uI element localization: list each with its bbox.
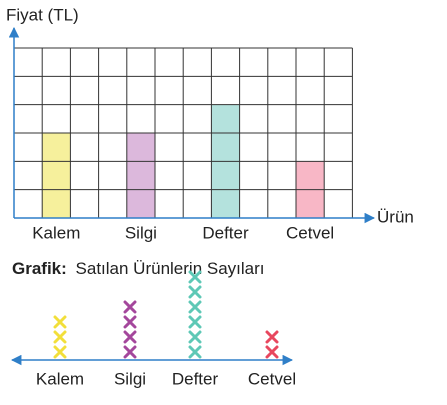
title-label: Grafik: [12, 259, 67, 278]
title-text: Satılan Ürünlerin Sayıları [76, 259, 265, 278]
x-tick-label: Kalem [32, 223, 80, 242]
x-axis-label: Ürün [377, 207, 414, 226]
x-mark [53, 315, 67, 329]
x-mark [123, 315, 137, 329]
x-mark [188, 270, 202, 284]
category-label: Silgi [114, 369, 146, 388]
x-mark [53, 330, 67, 344]
count-marks [265, 330, 279, 359]
x-mark [188, 315, 202, 329]
count-marks [123, 300, 137, 359]
x-tick-label: Defter [202, 223, 249, 242]
category-label: Cetvel [248, 369, 296, 388]
x-mark [53, 345, 67, 359]
x-mark [188, 330, 202, 344]
x-mark [188, 300, 202, 314]
x-mark [188, 345, 202, 359]
x-tick-label: Silgi [125, 223, 157, 242]
x-mark [123, 300, 137, 314]
x-mark [265, 345, 279, 359]
x-mark [123, 345, 137, 359]
bar [42, 133, 71, 218]
y-axis-label: Fiyat (TL) [6, 5, 79, 24]
x-mark [123, 330, 137, 344]
category-label: Kalem [36, 369, 84, 388]
bar [126, 133, 155, 218]
count-marks [53, 315, 67, 359]
x-tick-label: Cetvel [286, 223, 334, 242]
count-marks [188, 270, 202, 359]
x-mark [188, 285, 202, 299]
category-label: Defter [172, 369, 219, 388]
x-mark [265, 330, 279, 344]
chart-title: Grafik: Satılan Ürünlerin Sayıları [12, 259, 265, 278]
